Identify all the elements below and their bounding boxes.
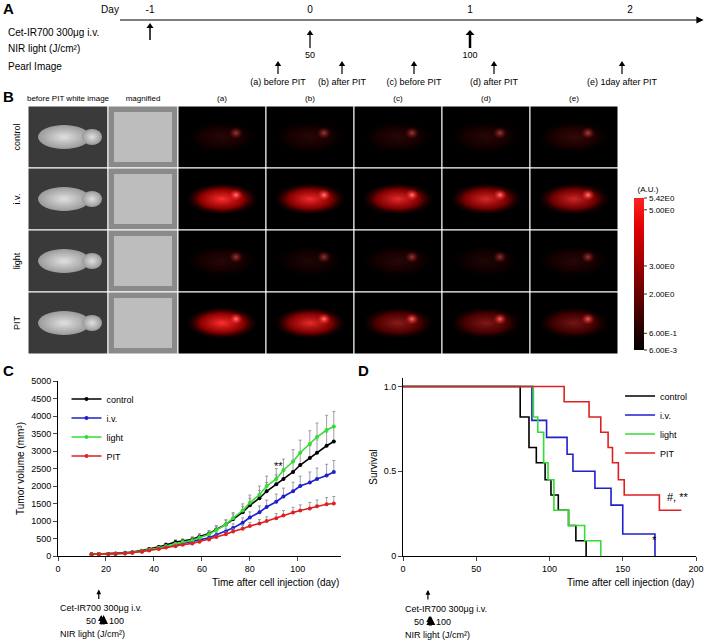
svg-text:Time after cell injection (day: Time after cell injection (day)	[212, 577, 339, 588]
svg-text:60: 60	[197, 564, 207, 574]
svg-text:1.0: 1.0	[384, 382, 397, 392]
svg-text:0: 0	[46, 551, 51, 561]
svg-text:(b) after PIT: (b) after PIT	[318, 77, 367, 87]
svg-text:2500: 2500	[31, 464, 51, 474]
svg-text:Cet-IR700 300μg i.v.: Cet-IR700 300μg i.v.	[60, 603, 142, 613]
svg-text:Cet-IR700 300μg i.v.: Cet-IR700 300μg i.v.	[405, 604, 487, 614]
svg-text:2: 2	[627, 4, 633, 15]
svg-text:PIT: PIT	[660, 449, 675, 459]
svg-text:4500: 4500	[31, 394, 51, 404]
svg-text:50: 50	[471, 564, 481, 574]
svg-text:-1: -1	[146, 4, 155, 15]
svg-text:3000: 3000	[31, 446, 51, 456]
svg-text:200: 200	[688, 564, 703, 574]
svg-text:(a) before PIT: (a) before PIT	[250, 77, 306, 87]
svg-text:100: 100	[290, 564, 305, 574]
svg-text:(d) after PIT: (d) after PIT	[470, 77, 519, 87]
svg-text:50: 50	[414, 617, 424, 627]
svg-text:50: 50	[86, 616, 96, 626]
svg-text:0: 0	[391, 551, 396, 561]
svg-text:i.v.: i.v.	[660, 411, 671, 421]
svg-text:6.00E-3: 6.00E-3	[649, 346, 678, 355]
svg-text:3500: 3500	[31, 429, 51, 439]
svg-text:2.00E0: 2.00E0	[649, 290, 675, 299]
svg-text:i.v.: i.v.	[106, 414, 117, 424]
svg-text:100: 100	[436, 617, 451, 627]
svg-text:40: 40	[149, 564, 159, 574]
svg-text:control: control	[12, 123, 22, 150]
svg-text:Day: Day	[101, 4, 119, 15]
svg-text:1500: 1500	[31, 499, 51, 509]
svg-text:Survival: Survival	[368, 449, 379, 485]
html-text:D: D	[358, 362, 369, 379]
svg-text:control: control	[660, 392, 687, 402]
svg-text:0: 0	[55, 564, 60, 574]
svg-text:light: light	[106, 433, 123, 443]
html-text:B: B	[3, 88, 14, 105]
svg-text:2000: 2000	[31, 481, 51, 491]
svg-text:20: 20	[101, 564, 111, 574]
svg-text:magnified: magnified	[126, 94, 161, 103]
svg-text:5.42E0: 5.42E0	[649, 194, 675, 203]
svg-text:1: 1	[467, 4, 473, 15]
svg-text:(a): (a)	[217, 94, 227, 103]
svg-text:(e): (e)	[569, 94, 579, 103]
svg-text:(d): (d)	[481, 94, 491, 103]
svg-text:0: 0	[307, 4, 313, 15]
svg-text:Cet-IR700 300μg i.v.: Cet-IR700 300μg i.v.	[8, 27, 99, 38]
svg-text:(c) before PIT: (c) before PIT	[386, 77, 442, 87]
svg-text:500: 500	[36, 534, 51, 544]
svg-text:6.00E-1: 6.00E-1	[649, 329, 678, 338]
svg-text:5000: 5000	[31, 376, 51, 386]
svg-text:80: 80	[245, 564, 255, 574]
svg-text:light: light	[12, 252, 22, 269]
svg-text:NIR light (J/cm²): NIR light (J/cm²)	[405, 630, 470, 640]
svg-text:Time after cell injection (day: Time after cell injection (day)	[567, 577, 694, 588]
svg-text:before PIT white image: before PIT white image	[27, 94, 110, 103]
svg-text:0: 0	[400, 564, 405, 574]
svg-text:150: 150	[615, 564, 630, 574]
svg-text:(A.U.): (A.U.)	[638, 185, 659, 194]
svg-text:100: 100	[542, 564, 557, 574]
svg-text:#, **: #, **	[667, 491, 689, 503]
svg-text:Pearl Image: Pearl Image	[8, 61, 62, 72]
svg-text:3.00E0: 3.00E0	[649, 262, 675, 271]
svg-text:NIR light (J/cm²): NIR light (J/cm²)	[8, 43, 80, 54]
svg-text:light: light	[660, 430, 677, 440]
svg-text:1000: 1000	[31, 516, 51, 526]
svg-text:5.00E0: 5.00E0	[649, 206, 675, 215]
svg-text:4000: 4000	[31, 411, 51, 421]
svg-text:control: control	[106, 395, 133, 405]
svg-text:i.v.: i.v.	[12, 194, 22, 205]
html-text:A: A	[3, 0, 14, 17]
svg-text:(b): (b)	[305, 94, 315, 103]
html-text:C: C	[3, 362, 14, 379]
svg-text:PIT: PIT	[106, 452, 121, 462]
svg-text:PIT: PIT	[12, 316, 22, 331]
svg-text:100: 100	[462, 50, 477, 60]
svg-text:**: **	[274, 460, 283, 472]
svg-text:50: 50	[305, 50, 315, 60]
svg-text:NIR light (J/cm²): NIR light (J/cm²)	[60, 629, 125, 639]
svg-text:(e) 1day after PIT: (e) 1day after PIT	[587, 77, 658, 87]
svg-text:(c): (c)	[393, 94, 403, 103]
svg-text:Tumor volume (mm³): Tumor volume (mm³)	[15, 422, 26, 515]
svg-text:100: 100	[109, 616, 124, 626]
svg-text:0.5: 0.5	[384, 466, 397, 476]
svg-text:*: *	[652, 534, 657, 546]
